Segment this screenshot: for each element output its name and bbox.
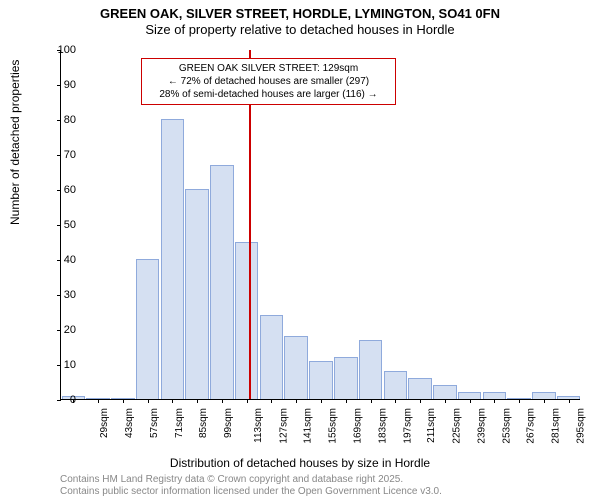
chart-title-line2: Size of property relative to detached ho… <box>0 22 600 37</box>
y-tick-mark <box>57 295 61 296</box>
y-tick-label: 30 <box>64 289 76 301</box>
x-tick-label: 253sqm <box>501 408 512 444</box>
y-tick-mark <box>57 85 61 86</box>
x-tick-label: 127sqm <box>278 408 289 444</box>
x-tick-label: 225sqm <box>452 408 463 444</box>
histogram-bar <box>309 361 333 400</box>
attribution: Contains HM Land Registry data © Crown c… <box>60 474 442 498</box>
x-tick-label: 85sqm <box>198 408 209 438</box>
annotation-line1: GREEN OAK SILVER STREET: 129sqm <box>148 62 389 75</box>
y-tick-label: 10 <box>64 359 76 371</box>
x-tick-label: 295sqm <box>575 408 586 444</box>
x-tick-mark <box>371 399 372 403</box>
x-tick-mark <box>346 399 347 403</box>
x-tick-label: 281sqm <box>551 408 562 444</box>
y-tick-mark <box>57 260 61 261</box>
x-tick-mark <box>519 399 520 403</box>
chart-title-line1: GREEN OAK, SILVER STREET, HORDLE, LYMING… <box>0 6 600 21</box>
y-tick-mark <box>57 330 61 331</box>
histogram-bar <box>284 336 308 399</box>
histogram-bar <box>235 242 259 400</box>
y-tick-label: 40 <box>64 254 76 266</box>
attribution-line1: Contains HM Land Registry data © Crown c… <box>60 474 442 486</box>
x-tick-mark <box>123 399 124 403</box>
x-tick-label: 155sqm <box>328 408 339 444</box>
y-tick-label: 60 <box>64 184 76 196</box>
histogram-bar <box>334 357 358 399</box>
plot-area: GREEN OAK SILVER STREET: 129sqm← 72% of … <box>60 50 580 400</box>
y-tick-label: 50 <box>64 219 76 231</box>
histogram-bar <box>210 165 234 400</box>
annotation-line2: ← 72% of detached houses are smaller (29… <box>148 75 389 88</box>
x-tick-label: 267sqm <box>526 408 537 444</box>
x-tick-mark <box>172 399 173 403</box>
x-tick-mark <box>148 399 149 403</box>
x-tick-mark <box>544 399 545 403</box>
x-axis-label: Distribution of detached houses by size … <box>0 456 600 470</box>
y-tick-mark <box>57 400 61 401</box>
x-tick-label: 99sqm <box>223 408 234 438</box>
x-tick-mark <box>445 399 446 403</box>
histogram-bar <box>384 371 408 399</box>
x-tick-mark <box>271 399 272 403</box>
y-tick-mark <box>57 225 61 226</box>
x-tick-label: 57sqm <box>149 408 160 438</box>
chart-container: GREEN OAK SILVER STREET: 129sqm← 72% of … <box>60 50 580 400</box>
histogram-bar <box>458 392 482 399</box>
histogram-bar <box>408 378 432 399</box>
y-tick-mark <box>57 365 61 366</box>
x-tick-mark <box>420 399 421 403</box>
x-tick-mark <box>470 399 471 403</box>
histogram-bar <box>433 385 457 399</box>
x-tick-label: 71sqm <box>174 408 185 438</box>
x-tick-label: 29sqm <box>99 408 110 438</box>
attribution-line2: Contains public sector information licen… <box>60 486 442 498</box>
x-tick-label: 183sqm <box>377 408 388 444</box>
annotation-box: GREEN OAK SILVER STREET: 129sqm← 72% of … <box>141 58 396 105</box>
x-tick-mark <box>98 399 99 403</box>
histogram-bar <box>532 392 556 399</box>
y-tick-label: 70 <box>64 149 76 161</box>
y-tick-mark <box>57 155 61 156</box>
histogram-bar <box>185 189 209 399</box>
annotation-line3: 28% of semi-detached houses are larger (… <box>148 88 389 101</box>
x-tick-mark <box>247 399 248 403</box>
y-tick-label: 90 <box>64 79 76 91</box>
y-axis-label: Number of detached properties <box>8 60 22 225</box>
x-tick-mark <box>296 399 297 403</box>
x-tick-mark <box>569 399 570 403</box>
x-tick-label: 43sqm <box>124 408 135 438</box>
x-tick-label: 113sqm <box>253 408 264 443</box>
histogram-bar <box>136 259 160 399</box>
x-tick-mark <box>321 399 322 403</box>
x-tick-mark <box>222 399 223 403</box>
x-tick-label: 197sqm <box>402 408 413 444</box>
x-tick-label: 239sqm <box>476 408 487 444</box>
y-tick-label: 100 <box>58 44 76 56</box>
histogram-bar <box>483 392 507 399</box>
x-tick-label: 211sqm <box>426 408 437 443</box>
y-tick-label: 80 <box>64 114 76 126</box>
y-tick-mark <box>57 190 61 191</box>
histogram-bar <box>260 315 284 399</box>
x-tick-mark <box>197 399 198 403</box>
x-tick-label: 169sqm <box>353 408 364 444</box>
y-tick-label: 0 <box>70 394 76 406</box>
y-tick-mark <box>57 120 61 121</box>
x-tick-label: 141sqm <box>303 408 314 444</box>
x-tick-mark <box>395 399 396 403</box>
y-tick-label: 20 <box>64 324 76 336</box>
histogram-bar <box>359 340 383 400</box>
histogram-bar <box>161 119 185 399</box>
x-tick-mark <box>494 399 495 403</box>
